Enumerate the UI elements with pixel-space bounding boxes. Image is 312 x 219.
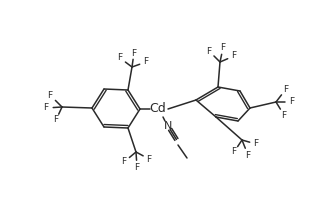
- Text: F: F: [144, 58, 149, 67]
- Text: N: N: [164, 121, 172, 131]
- Text: F: F: [131, 48, 137, 58]
- Text: F: F: [253, 140, 259, 148]
- Text: F: F: [47, 90, 52, 99]
- Text: Cd: Cd: [150, 102, 166, 115]
- Text: F: F: [290, 97, 295, 106]
- Text: F: F: [121, 157, 127, 166]
- Text: F: F: [43, 104, 49, 113]
- Text: F: F: [221, 44, 226, 53]
- Text: F: F: [232, 51, 236, 60]
- Text: F: F: [146, 154, 152, 164]
- Text: F: F: [283, 85, 289, 94]
- Text: F: F: [117, 53, 123, 62]
- Text: F: F: [134, 162, 139, 171]
- Text: F: F: [232, 148, 236, 157]
- Text: F: F: [207, 46, 212, 55]
- Text: F: F: [246, 150, 251, 159]
- Text: F: F: [53, 115, 59, 124]
- Text: F: F: [281, 111, 286, 120]
